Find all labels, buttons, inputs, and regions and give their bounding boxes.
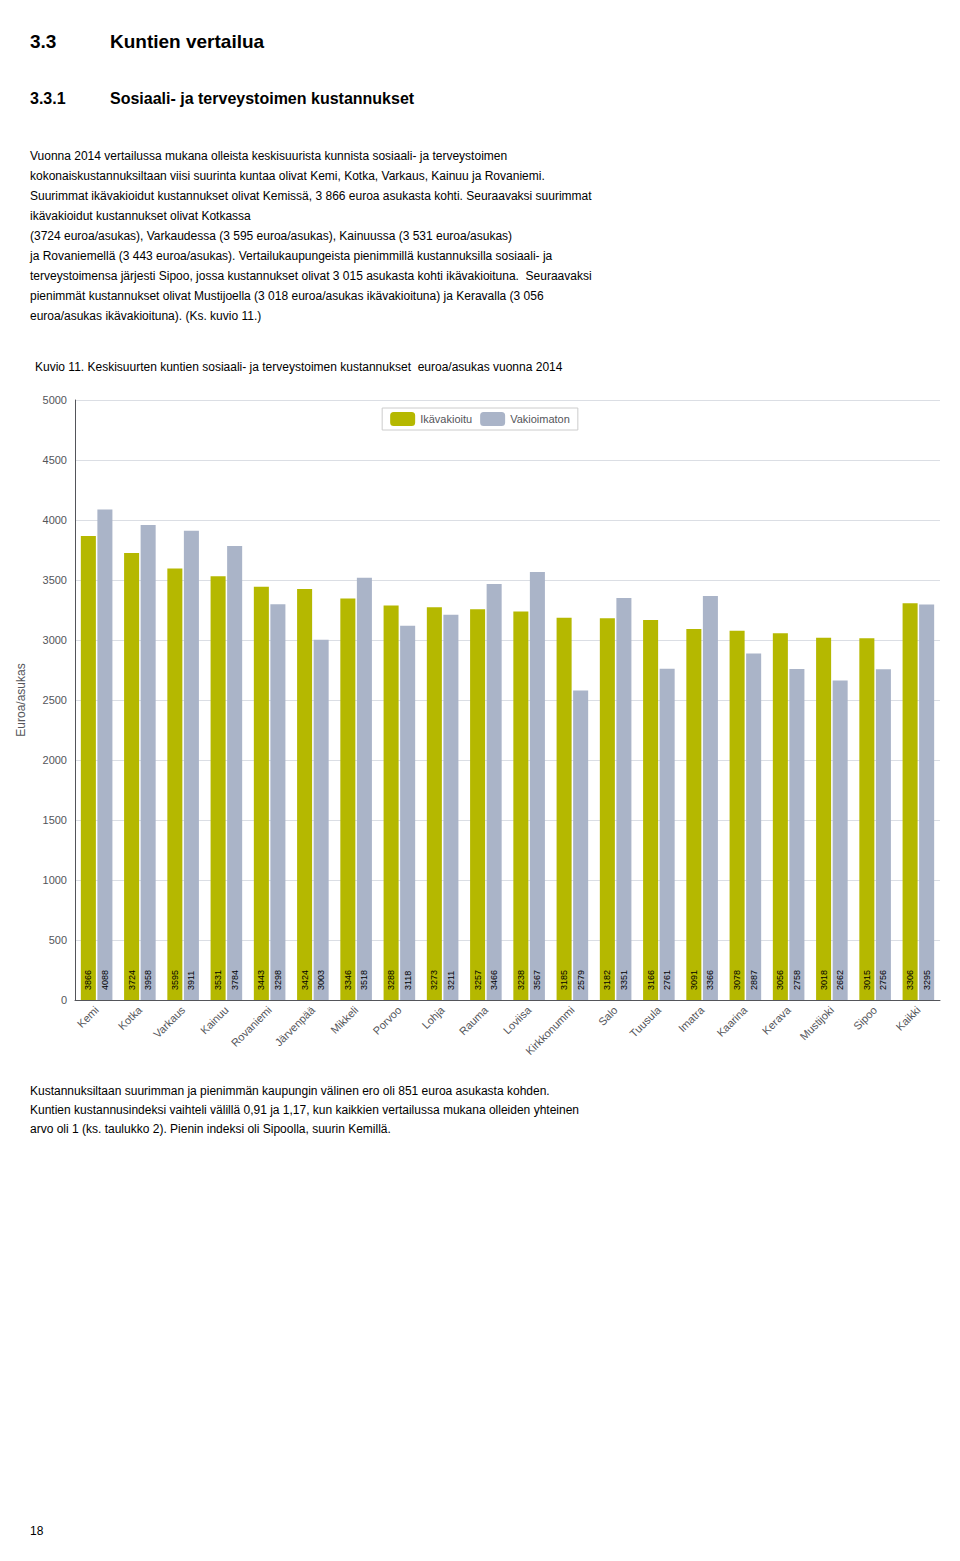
svg-text:2758: 2758 <box>792 970 802 990</box>
svg-text:euroa/asukas ikävakioituna). (: euroa/asukas ikävakioituna). (Ks. kuvio … <box>30 309 261 323</box>
svg-text:3182: 3182 <box>602 970 612 990</box>
svg-text:0: 0 <box>61 994 67 1006</box>
svg-text:3273: 3273 <box>429 970 439 990</box>
svg-text:Kerava: Kerava <box>760 1003 794 1037</box>
svg-text:Kotka: Kotka <box>116 1003 145 1032</box>
svg-text:3366: 3366 <box>705 970 715 990</box>
svg-text:Kuntien vertailua: Kuntien vertailua <box>110 31 265 52</box>
svg-text:kokonaiskustannuksiltaan viisi: kokonaiskustannuksiltaan viisi suurinta … <box>30 169 545 183</box>
svg-text:(3724 euroa/asukas), Varkaudes: (3724 euroa/asukas), Varkaudessa (3 595 … <box>30 229 512 243</box>
svg-text:3351: 3351 <box>619 970 629 990</box>
svg-text:3211: 3211 <box>446 971 456 990</box>
svg-text:Kaarina: Kaarina <box>714 1003 750 1039</box>
svg-text:3466: 3466 <box>489 970 499 990</box>
svg-text:Sipoo: Sipoo <box>851 1004 879 1032</box>
svg-text:3295: 3295 <box>922 970 932 990</box>
svg-text:Varkaus: Varkaus <box>151 1003 188 1040</box>
svg-text:2761: 2761 <box>662 970 672 990</box>
svg-text:ikävakioidut kustannukset oliv: ikävakioidut kustannukset olivat Kotkass… <box>30 209 251 223</box>
svg-text:1000: 1000 <box>43 874 67 886</box>
svg-text:Järvenpää: Järvenpää <box>272 1003 317 1048</box>
svg-text:3000: 3000 <box>43 634 67 646</box>
svg-text:3166: 3166 <box>646 970 656 990</box>
svg-text:ja Rovaniemellä (3 443 euroa/a: ja Rovaniemellä (3 443 euroa/asukas). Ve… <box>29 249 553 263</box>
svg-text:4000: 4000 <box>43 514 67 526</box>
svg-text:3118: 3118 <box>403 971 413 990</box>
svg-text:Rovaniemi: Rovaniemi <box>229 1004 274 1049</box>
svg-text:Lohja: Lohja <box>419 1003 447 1031</box>
svg-text:2887: 2887 <box>749 970 759 990</box>
svg-text:Kaikki: Kaikki <box>893 1004 922 1033</box>
svg-text:Mustijoki: Mustijoki <box>797 1004 836 1043</box>
svg-text:3518: 3518 <box>359 970 369 990</box>
svg-text:3567: 3567 <box>532 970 542 990</box>
svg-text:5000: 5000 <box>43 394 67 406</box>
svg-text:Kemi: Kemi <box>75 1004 101 1030</box>
svg-text:3091: 3091 <box>689 970 699 990</box>
svg-text:3866: 3866 <box>83 970 93 990</box>
svg-text:Suurimmat ikävakioidut kustann: Suurimmat ikävakioidut kustannukset oliv… <box>30 189 592 203</box>
svg-text:Salo: Salo <box>596 1004 620 1028</box>
svg-text:Sosiaali- ja terveystoimen kus: Sosiaali- ja terveystoimen kustannukset <box>110 90 415 107</box>
svg-text:Porvoo: Porvoo <box>371 1004 404 1037</box>
svg-text:4500: 4500 <box>43 454 67 466</box>
svg-text:3531: 3531 <box>213 970 223 990</box>
svg-text:2756: 2756 <box>878 970 888 990</box>
svg-text:4088: 4088 <box>100 970 110 990</box>
svg-text:3078: 3078 <box>732 970 742 990</box>
svg-text:2579: 2579 <box>576 970 586 990</box>
svg-text:Euroa/asukas: Euroa/asukas <box>14 663 28 736</box>
svg-text:Tuusula: Tuusula <box>627 1003 663 1039</box>
svg-text:1500: 1500 <box>43 814 67 826</box>
svg-text:Mikkeli: Mikkeli <box>328 1004 360 1036</box>
svg-text:Kustannuksiltaan suurimman ja: Kustannuksiltaan suurimman ja pienimmän … <box>30 1084 550 1098</box>
svg-text:arvo oli 1 (ks. taulukko 2). P: arvo oli 1 (ks. taulukko 2). Pienin inde… <box>30 1122 391 1136</box>
svg-text:500: 500 <box>49 934 67 946</box>
svg-text:Vuonna 2014 vertailussa mukana: Vuonna 2014 vertailussa mukana olleista … <box>30 149 507 163</box>
svg-text:3424: 3424 <box>300 970 310 990</box>
svg-text:18: 18 <box>30 1524 44 1538</box>
svg-text:3.3: 3.3 <box>30 31 56 52</box>
svg-text:Ikävakioitu: Ikävakioitu <box>420 413 472 425</box>
svg-text:Kainuu: Kainuu <box>198 1004 231 1037</box>
svg-text:3018: 3018 <box>819 970 829 990</box>
svg-text:3.3.1: 3.3.1 <box>30 90 66 107</box>
svg-text:3298: 3298 <box>273 970 283 990</box>
svg-text:2000: 2000 <box>43 754 67 766</box>
svg-text:3784: 3784 <box>230 970 240 990</box>
svg-text:3003: 3003 <box>316 970 326 990</box>
svg-text:3288: 3288 <box>386 970 396 990</box>
svg-text:terveystoimensa järjesti Sipoo: terveystoimensa järjesti Sipoo, jossa ku… <box>30 269 592 283</box>
svg-text:Kuvio 11. Keskisuurten kuntien: Kuvio 11. Keskisuurten kuntien sosiaali-… <box>35 360 563 374</box>
svg-text:2500: 2500 <box>43 694 67 706</box>
svg-text:3595: 3595 <box>170 970 180 990</box>
svg-text:3911: 3911 <box>186 971 196 990</box>
svg-text:Rauma: Rauma <box>457 1003 491 1037</box>
svg-text:Loviisa: Loviisa <box>501 1003 534 1036</box>
svg-text:3015: 3015 <box>862 970 872 990</box>
svg-text:3958: 3958 <box>143 970 153 990</box>
svg-text:3346: 3346 <box>343 970 353 990</box>
svg-text:2662: 2662 <box>835 970 845 990</box>
svg-text:3306: 3306 <box>905 970 915 990</box>
svg-text:Kuntien kustannusindeksi vaiht: Kuntien kustannusindeksi vaihteli välill… <box>30 1103 579 1117</box>
svg-text:3056: 3056 <box>775 970 785 990</box>
svg-text:3185: 3185 <box>559 970 569 990</box>
svg-text:3443: 3443 <box>256 970 266 990</box>
svg-text:3724: 3724 <box>127 970 137 990</box>
svg-text:Kirkkonummi: Kirkkonummi <box>523 1004 576 1057</box>
svg-text:3500: 3500 <box>43 574 67 586</box>
svg-text:Imatra: Imatra <box>676 1003 707 1034</box>
svg-text:Vakioimaton: Vakioimaton <box>510 413 570 425</box>
svg-text:3238: 3238 <box>516 970 526 990</box>
svg-text:3257: 3257 <box>473 970 483 990</box>
svg-text:pienimmät kustannukset olivat: pienimmät kustannukset olivat Mustijoell… <box>30 289 544 303</box>
